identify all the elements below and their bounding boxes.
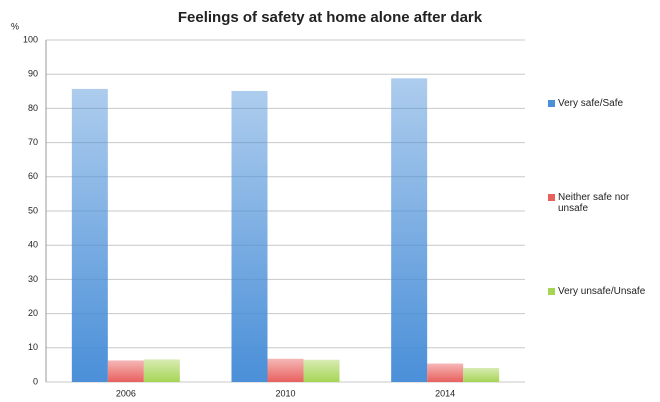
- legend-swatch: [548, 288, 555, 295]
- bar: [231, 90, 268, 382]
- y-tick-label: 10: [28, 342, 38, 352]
- y-tick-label: 100: [23, 34, 38, 44]
- y-tick-label: 90: [28, 69, 38, 79]
- bar: [303, 359, 340, 382]
- legend-swatch: [548, 100, 555, 107]
- x-tick-label: 2010: [275, 388, 295, 398]
- y-tick-label: 20: [28, 308, 38, 318]
- legend-item: Neither safe nor unsafe: [548, 192, 652, 214]
- y-tick-label: 80: [28, 103, 38, 113]
- legend-label: Very safe/Safe: [558, 98, 624, 109]
- y-tick-label: 30: [28, 274, 38, 284]
- chart-title: Feelings of safety at home alone after d…: [178, 9, 483, 26]
- bar: [463, 367, 500, 382]
- bar: [143, 359, 180, 382]
- legend-item: Very safe/Safe: [548, 98, 652, 109]
- y-tick-label: 0: [33, 376, 38, 386]
- bar: [267, 358, 304, 382]
- legend-swatch: [548, 194, 555, 201]
- y-tick-label: 60: [28, 171, 38, 181]
- x-tick-label: 2006: [116, 388, 136, 398]
- y-tick-label: 70: [28, 137, 38, 147]
- bar: [427, 363, 464, 382]
- y-axis-label: %: [11, 21, 19, 31]
- legend-item: Very unsafe/Unsafe: [548, 286, 652, 297]
- legend-label: Neither safe nor unsafe: [558, 192, 630, 214]
- legend-label: Very unsafe/Unsafe: [558, 286, 646, 297]
- y-tick-label: 50: [28, 205, 38, 215]
- bar: [71, 88, 108, 382]
- bar: [107, 360, 144, 382]
- x-tick-label: 2014: [435, 388, 455, 398]
- bar: [391, 78, 428, 382]
- y-tick-label: 40: [28, 240, 38, 250]
